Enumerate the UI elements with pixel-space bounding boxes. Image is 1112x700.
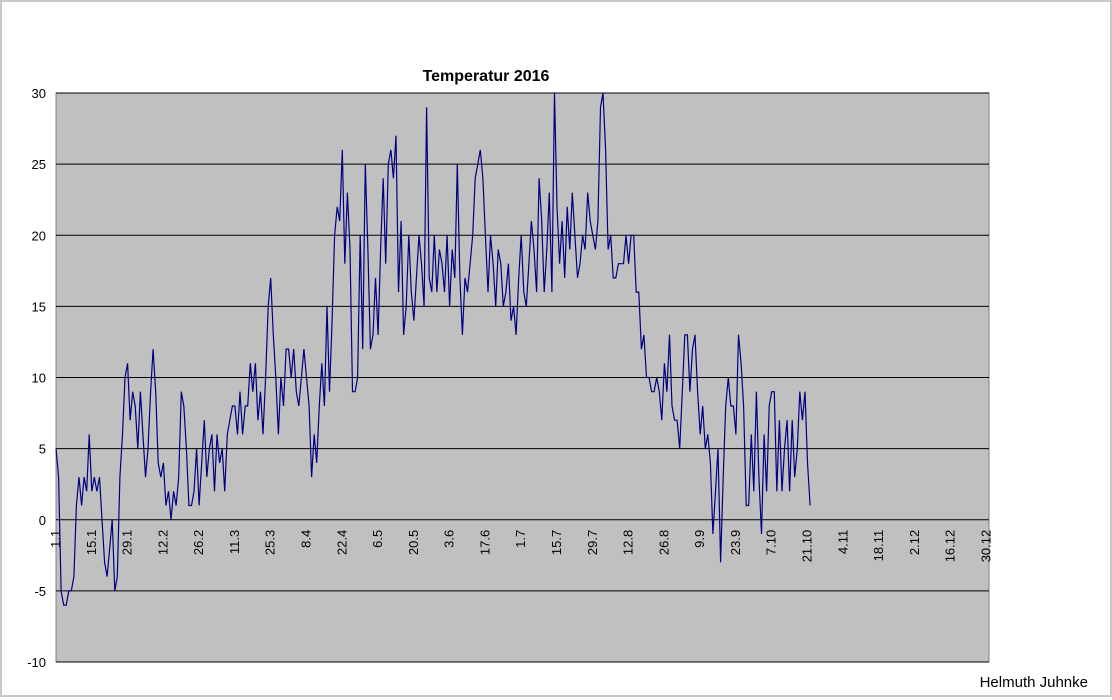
y-tick-label: 30 — [32, 86, 46, 101]
chart-title: Temperatur 2016 — [423, 68, 550, 85]
x-tick-label: 29.1 — [120, 530, 135, 555]
y-tick-label: -5 — [34, 584, 46, 599]
x-tick-label: 16.12 — [943, 530, 958, 563]
gridlines — [56, 92, 989, 663]
x-tick-label: 23.9 — [728, 530, 743, 555]
x-tick-label: 4.11 — [835, 530, 850, 554]
author-credit: Helmuth Juhnke — [979, 674, 1088, 691]
y-tick-label: 0 — [39, 513, 46, 528]
x-tick-label: 2.12 — [907, 530, 922, 555]
x-tick-label: 12.8 — [621, 530, 636, 555]
temperature-line — [55, 92, 811, 606]
x-tick-label: 7.10 — [764, 530, 779, 555]
y-tick-label: 25 — [32, 157, 46, 172]
x-tick-label: 12.2 — [155, 530, 170, 555]
x-tick-label: 6.5 — [370, 530, 385, 548]
x-tick-label: 26.8 — [656, 530, 671, 555]
y-axis-tick-labels: -10 -5 0 5 10 15 20 25 30 — [27, 86, 46, 670]
x-tick-label: 18.11 — [871, 530, 886, 562]
x-tick-label: 15.7 — [549, 530, 564, 555]
x-tick-label: 21.10 — [800, 530, 815, 563]
x-axis-tick-labels: 1.1 15.1 29.1 12.2 26.2 11.3 25.3 8.4 22.4 6.5 20.… — [48, 530, 993, 563]
x-tick-label: 20.5 — [406, 530, 421, 555]
x-tick-label: 25.3 — [263, 530, 278, 555]
y-tick-label: -10 — [27, 655, 46, 670]
x-tick-label: 15.1 — [84, 530, 99, 555]
x-tick-label: 22.4 — [334, 530, 349, 555]
x-tick-label: 1.1 — [48, 530, 63, 548]
x-tick-label: 17.6 — [477, 530, 492, 555]
y-tick-label: 15 — [32, 299, 46, 314]
y-tick-label: 10 — [32, 371, 46, 386]
x-tick-label: 26.2 — [191, 530, 206, 555]
y-tick-label: 5 — [39, 442, 46, 457]
x-tick-label: 3.6 — [442, 530, 457, 548]
x-tick-label: 11.3 — [227, 530, 242, 554]
x-tick-label: 30.12 — [978, 530, 993, 563]
x-tick-label: 8.4 — [299, 530, 314, 548]
x-tick-label: 29.7 — [585, 530, 600, 555]
x-tick-label: 1.7 — [513, 530, 528, 548]
y-tick-label: 20 — [32, 228, 46, 243]
x-tick-label: 9.9 — [692, 530, 707, 548]
